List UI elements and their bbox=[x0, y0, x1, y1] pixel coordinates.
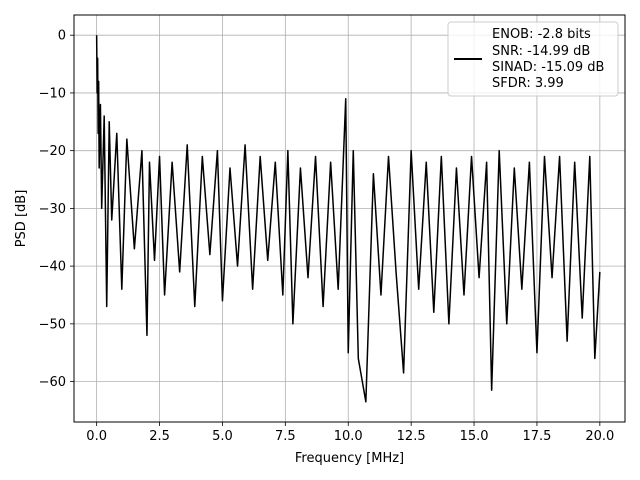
legend-snr: SNR: -14.99 dB bbox=[492, 44, 590, 59]
x-tick-label: 12.5 bbox=[397, 429, 426, 444]
x-tick-label: 20.0 bbox=[585, 429, 614, 444]
y-tick-label: −60 bbox=[39, 375, 66, 390]
y-tick-label: −30 bbox=[39, 202, 66, 217]
x-tick-label: 2.5 bbox=[149, 429, 170, 444]
legend: ENOB: -2.8 bits SNR: -14.99 dB SINAD: -1… bbox=[447, 21, 619, 97]
y-tick-label: −40 bbox=[39, 260, 66, 275]
y-tick-label: 0 bbox=[58, 29, 66, 44]
y-axis-ticks: 0 −10 −20 −30 −40 −50 −60 bbox=[39, 29, 74, 390]
x-tick-label: 17.5 bbox=[522, 429, 551, 444]
legend-sfdr: SFDR: 3.99 bbox=[492, 76, 564, 91]
legend-sinad: SINAD: -15.09 dB bbox=[492, 60, 604, 75]
plot-frame bbox=[73, 14, 626, 423]
series-line bbox=[95, 35, 601, 403]
legend-enob: ENOB: -2.8 bits bbox=[492, 27, 591, 42]
y-tick-label: −50 bbox=[39, 317, 66, 332]
legend-box bbox=[447, 21, 619, 97]
x-axis-ticks: 0.0 2.5 5.0 7.5 10.0 12.5 15.0 17.5 20.0 bbox=[86, 422, 614, 444]
y-tick-label: −10 bbox=[39, 86, 66, 101]
series-layer bbox=[95, 35, 601, 403]
x-tick-label: 15.0 bbox=[460, 429, 489, 444]
x-tick-label: 0.0 bbox=[86, 429, 107, 444]
y-tick-label: −20 bbox=[39, 144, 66, 159]
x-tick-label: 10.0 bbox=[334, 429, 363, 444]
x-axis-label: Frequency [MHz] bbox=[295, 451, 404, 466]
y-axis-label: PSD [dB] bbox=[14, 190, 29, 248]
x-tick-label: 7.5 bbox=[275, 429, 296, 444]
x-tick-label: 5.0 bbox=[212, 429, 233, 444]
